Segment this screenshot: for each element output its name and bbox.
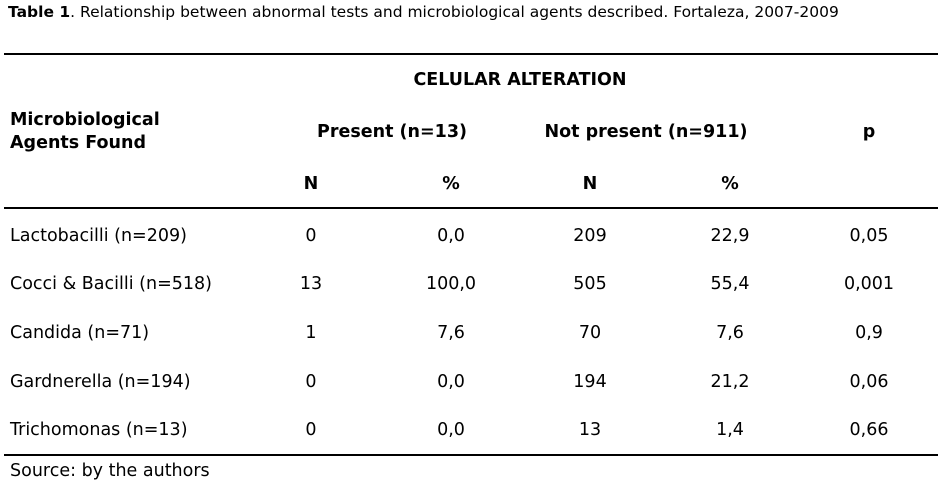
cell-agent: Lactobacilli (n=209): [10, 226, 187, 246]
cell-present-percent: 0,0: [437, 226, 465, 246]
cell-notpresent-n: 70: [578, 323, 602, 343]
cell-notpresent-percent: 22,9: [710, 226, 750, 246]
table-caption-label: Table 1: [8, 3, 71, 21]
cell-present-n: 0: [305, 420, 317, 440]
cell-p-value: 0,05: [849, 226, 889, 246]
cell-notpresent-percent: 21,2: [710, 372, 750, 392]
cell-present-n: 0: [305, 372, 317, 392]
cell-present-percent: 100,0: [425, 274, 477, 294]
cell-p-value: 0,66: [849, 420, 889, 440]
cell-notpresent-n: 505: [573, 274, 607, 294]
cell-present-n: 1: [305, 323, 317, 343]
table-bottom-rule: [4, 454, 938, 456]
group-header-celular-alteration: CELULAR ALTERATION: [413, 70, 627, 90]
cell-present-n: 13: [299, 274, 323, 294]
column-header-p: p: [862, 122, 876, 142]
cell-p-value: 0,001: [843, 274, 895, 294]
cell-agent: Gardnerella (n=194): [10, 372, 191, 392]
subheader-notpresent-n: N: [582, 174, 598, 194]
subheader-present-percent: %: [442, 174, 460, 194]
table-top-rule: [4, 53, 938, 55]
cell-notpresent-n: 194: [573, 372, 607, 392]
column-header-not-present: Not present (n=911): [544, 122, 748, 142]
cell-agent: Candida (n=71): [10, 323, 150, 343]
table-caption-text: . Relationship between abnormal tests an…: [70, 3, 839, 21]
cell-present-percent: 0,0: [437, 372, 465, 392]
table-caption: Table 1. Relationship between abnormal t…: [8, 2, 839, 22]
table-header-rule: [4, 207, 938, 209]
cell-present-n: 0: [305, 226, 317, 246]
cell-agent: Trichomonas (n=13): [10, 420, 188, 440]
cell-present-percent: 0,0: [437, 420, 465, 440]
cell-notpresent-n: 13: [578, 420, 602, 440]
cell-p-value: 0,06: [849, 372, 889, 392]
table-source-note: Source: by the authors: [10, 461, 210, 481]
cell-p-value: 0,9: [855, 323, 883, 343]
column-header-present: Present (n=13): [317, 122, 467, 142]
cell-agent: Cocci & Bacilli (n=518): [10, 274, 212, 294]
row-header-line2: Agents Found: [10, 133, 146, 153]
subheader-present-n: N: [303, 174, 319, 194]
cell-present-percent: 7,6: [437, 323, 465, 343]
row-header-line1: Microbiological: [10, 110, 160, 130]
cell-notpresent-n: 209: [573, 226, 607, 246]
subheader-notpresent-percent: %: [721, 174, 739, 194]
cell-notpresent-percent: 7,6: [716, 323, 744, 343]
cell-notpresent-percent: 1,4: [716, 420, 744, 440]
cell-notpresent-percent: 55,4: [710, 274, 750, 294]
